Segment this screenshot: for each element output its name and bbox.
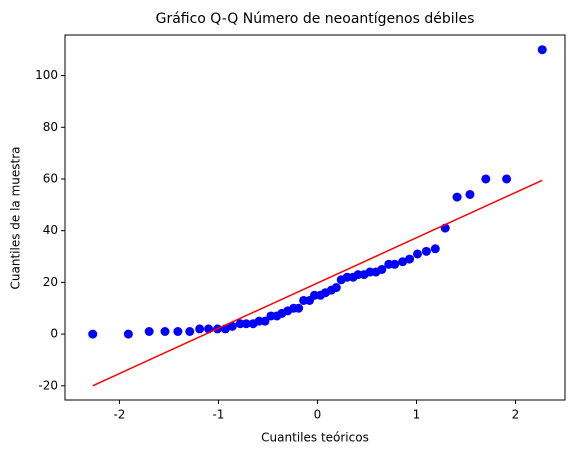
point — [398, 257, 408, 267]
x-tick-label: -1 — [212, 408, 224, 422]
point — [502, 174, 512, 184]
point — [260, 316, 270, 326]
plot-frame — [64, 34, 566, 401]
y-tick-label: 20 — [43, 275, 58, 289]
y-axis-label: Cuantiles de la muestra — [9, 146, 23, 289]
point — [412, 249, 422, 259]
point — [185, 326, 195, 336]
point — [160, 326, 170, 336]
y-tick-label: 100 — [35, 68, 58, 82]
point — [241, 319, 251, 329]
point — [377, 264, 387, 274]
point — [227, 321, 237, 331]
point — [173, 326, 183, 336]
point — [452, 192, 462, 202]
y-tick-label: 80 — [43, 120, 58, 134]
x-axis-label: Cuantiles teóricos — [261, 431, 369, 445]
point — [390, 259, 400, 269]
point — [465, 189, 475, 199]
y-tick-label: 0 — [50, 327, 58, 341]
point — [123, 329, 133, 339]
chart-title: Gráfico Q-Q Número de neoantígenos débil… — [156, 11, 475, 27]
point — [294, 303, 304, 313]
y-tick-label: 40 — [43, 223, 58, 237]
point — [537, 45, 547, 55]
point — [88, 329, 98, 339]
x-tick-label: 0 — [314, 408, 322, 422]
point — [144, 326, 154, 336]
x-tick-label: -2 — [113, 408, 125, 422]
point — [421, 246, 431, 256]
point — [481, 174, 491, 184]
point — [331, 283, 341, 293]
point — [405, 254, 415, 264]
y-tick-label: 60 — [43, 171, 58, 185]
point — [430, 244, 440, 254]
point — [195, 324, 205, 334]
line — [92, 179, 543, 387]
x-tick-label: 2 — [512, 408, 520, 422]
x-tick-label: 1 — [413, 408, 421, 422]
y-tick-label: -20 — [38, 378, 58, 392]
